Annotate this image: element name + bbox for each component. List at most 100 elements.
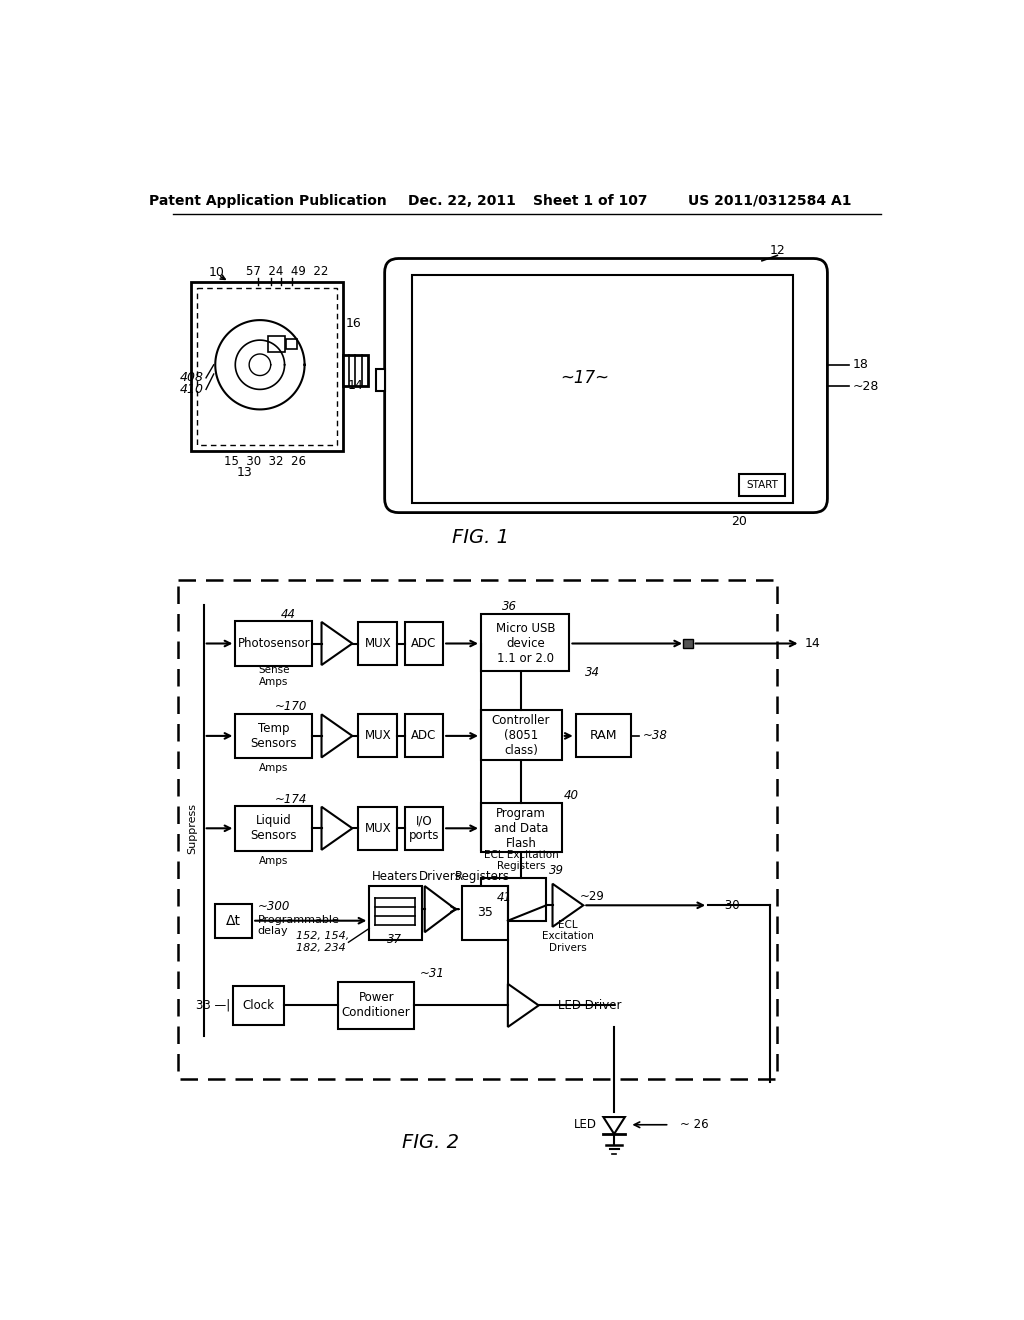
Text: 57  24  49  22: 57 24 49 22 [247,265,329,279]
Bar [236,622,312,665]
Text: I/O
ports: I/O ports [409,814,439,842]
Bar [267,335,285,352]
Bar [197,288,337,445]
Text: Amps: Amps [259,855,289,866]
Text: 33 —|: 33 —| [197,999,230,1012]
Bar [481,710,562,760]
Polygon shape [322,807,352,850]
Text: ~ 26: ~ 26 [680,1118,709,1131]
Text: Controller
(8051
class): Controller (8051 class) [492,714,550,758]
Text: Heaters: Heaters [372,870,418,883]
Text: Drivers: Drivers [419,870,462,883]
Bar [404,714,443,758]
Bar [358,714,397,758]
Bar [343,355,368,385]
FancyBboxPatch shape [385,259,827,512]
Text: 182, 234: 182, 234 [296,942,346,953]
Polygon shape [322,622,352,665]
Text: 14: 14 [347,379,364,392]
Text: US 2011/0312584 A1: US 2011/0312584 A1 [688,194,851,207]
Text: Registers: Registers [455,870,510,883]
Text: 410: 410 [179,383,204,396]
Polygon shape [603,1117,625,1134]
Bar [358,622,397,665]
Text: 41: 41 [497,891,512,904]
Text: 152, 154,: 152, 154, [296,931,349,941]
Text: Dec. 22, 2011: Dec. 22, 2011 [408,194,516,207]
Bar [462,886,508,940]
Bar [339,982,414,1028]
Text: ~28: ~28 [853,380,880,393]
Bar [404,807,443,850]
Text: MUX: MUX [365,638,391,649]
Text: 39: 39 [549,865,564,878]
Text: Sheet 1 of 107: Sheet 1 of 107 [534,194,647,207]
Text: 37: 37 [387,933,402,946]
Text: MUX: MUX [365,730,391,742]
Text: 15  30  32  26: 15 30 32 26 [224,454,306,467]
Bar [286,339,297,350]
Text: 44: 44 [281,607,296,620]
Text: Clock: Clock [243,999,274,1012]
Text: 16: 16 [346,317,361,330]
Text: 36: 36 [502,601,517,612]
Text: Micro USB
device
1.1 or 2.0: Micro USB device 1.1 or 2.0 [496,622,555,665]
Bar [236,714,312,758]
Text: START: START [746,480,778,490]
Bar [376,370,385,391]
Text: Photosensor: Photosensor [238,638,310,649]
Bar [233,986,284,1024]
Bar [370,886,422,940]
Bar [683,639,692,648]
Text: Δt: Δt [226,913,242,928]
Text: ~31: ~31 [419,966,444,979]
Text: RAM: RAM [590,730,617,742]
Bar [236,807,312,850]
Text: ECL Excitation
Registers: ECL Excitation Registers [483,850,558,871]
Bar [481,614,569,671]
Text: ~174: ~174 [274,792,307,805]
Text: 34: 34 [585,667,600,680]
Text: Sense
Amps: Sense Amps [258,665,290,686]
Polygon shape [508,983,539,1027]
Text: ~38: ~38 [643,730,668,742]
Text: Suppress: Suppress [187,803,198,854]
Text: FIG. 1: FIG. 1 [453,528,509,546]
Polygon shape [553,884,584,927]
Bar [575,714,631,758]
Polygon shape [322,714,352,758]
Text: Program
and Data
Flash: Program and Data Flash [494,807,548,850]
Text: ~29: ~29 [581,890,605,903]
Text: 13: 13 [237,466,252,479]
Bar [481,878,547,921]
Bar [739,474,785,496]
Text: 18: 18 [853,358,868,371]
Text: Liquid
Sensors: Liquid Sensors [251,814,297,842]
Bar [190,281,343,451]
Text: ECL
Excitation
Drivers: ECL Excitation Drivers [542,920,594,953]
Text: ~300: ~300 [258,900,290,913]
Text: 14: 14 [804,638,820,649]
Text: MUX: MUX [365,822,391,834]
Bar [404,622,443,665]
Text: Patent Application Publication: Patent Application Publication [148,194,386,207]
Text: 40: 40 [564,789,580,803]
Text: Temp
Sensors: Temp Sensors [251,722,297,750]
Text: Power
Conditioner: Power Conditioner [342,991,411,1019]
Bar [178,581,777,1078]
Text: ~170: ~170 [274,700,307,713]
Text: ADC: ADC [412,730,436,742]
Text: Programmable
delay: Programmable delay [258,915,340,936]
Bar [481,803,562,853]
Text: ~17~: ~17~ [560,368,609,387]
Bar [215,904,252,937]
Text: FIG. 2: FIG. 2 [402,1133,460,1152]
Text: 408: 408 [179,371,204,384]
Text: 12: 12 [769,244,785,257]
Text: LED: LED [574,1118,597,1131]
Text: Amps: Amps [259,763,289,774]
Text: ~30: ~30 [716,899,740,912]
Polygon shape [425,886,456,932]
Bar [412,276,793,503]
Bar [358,807,397,850]
